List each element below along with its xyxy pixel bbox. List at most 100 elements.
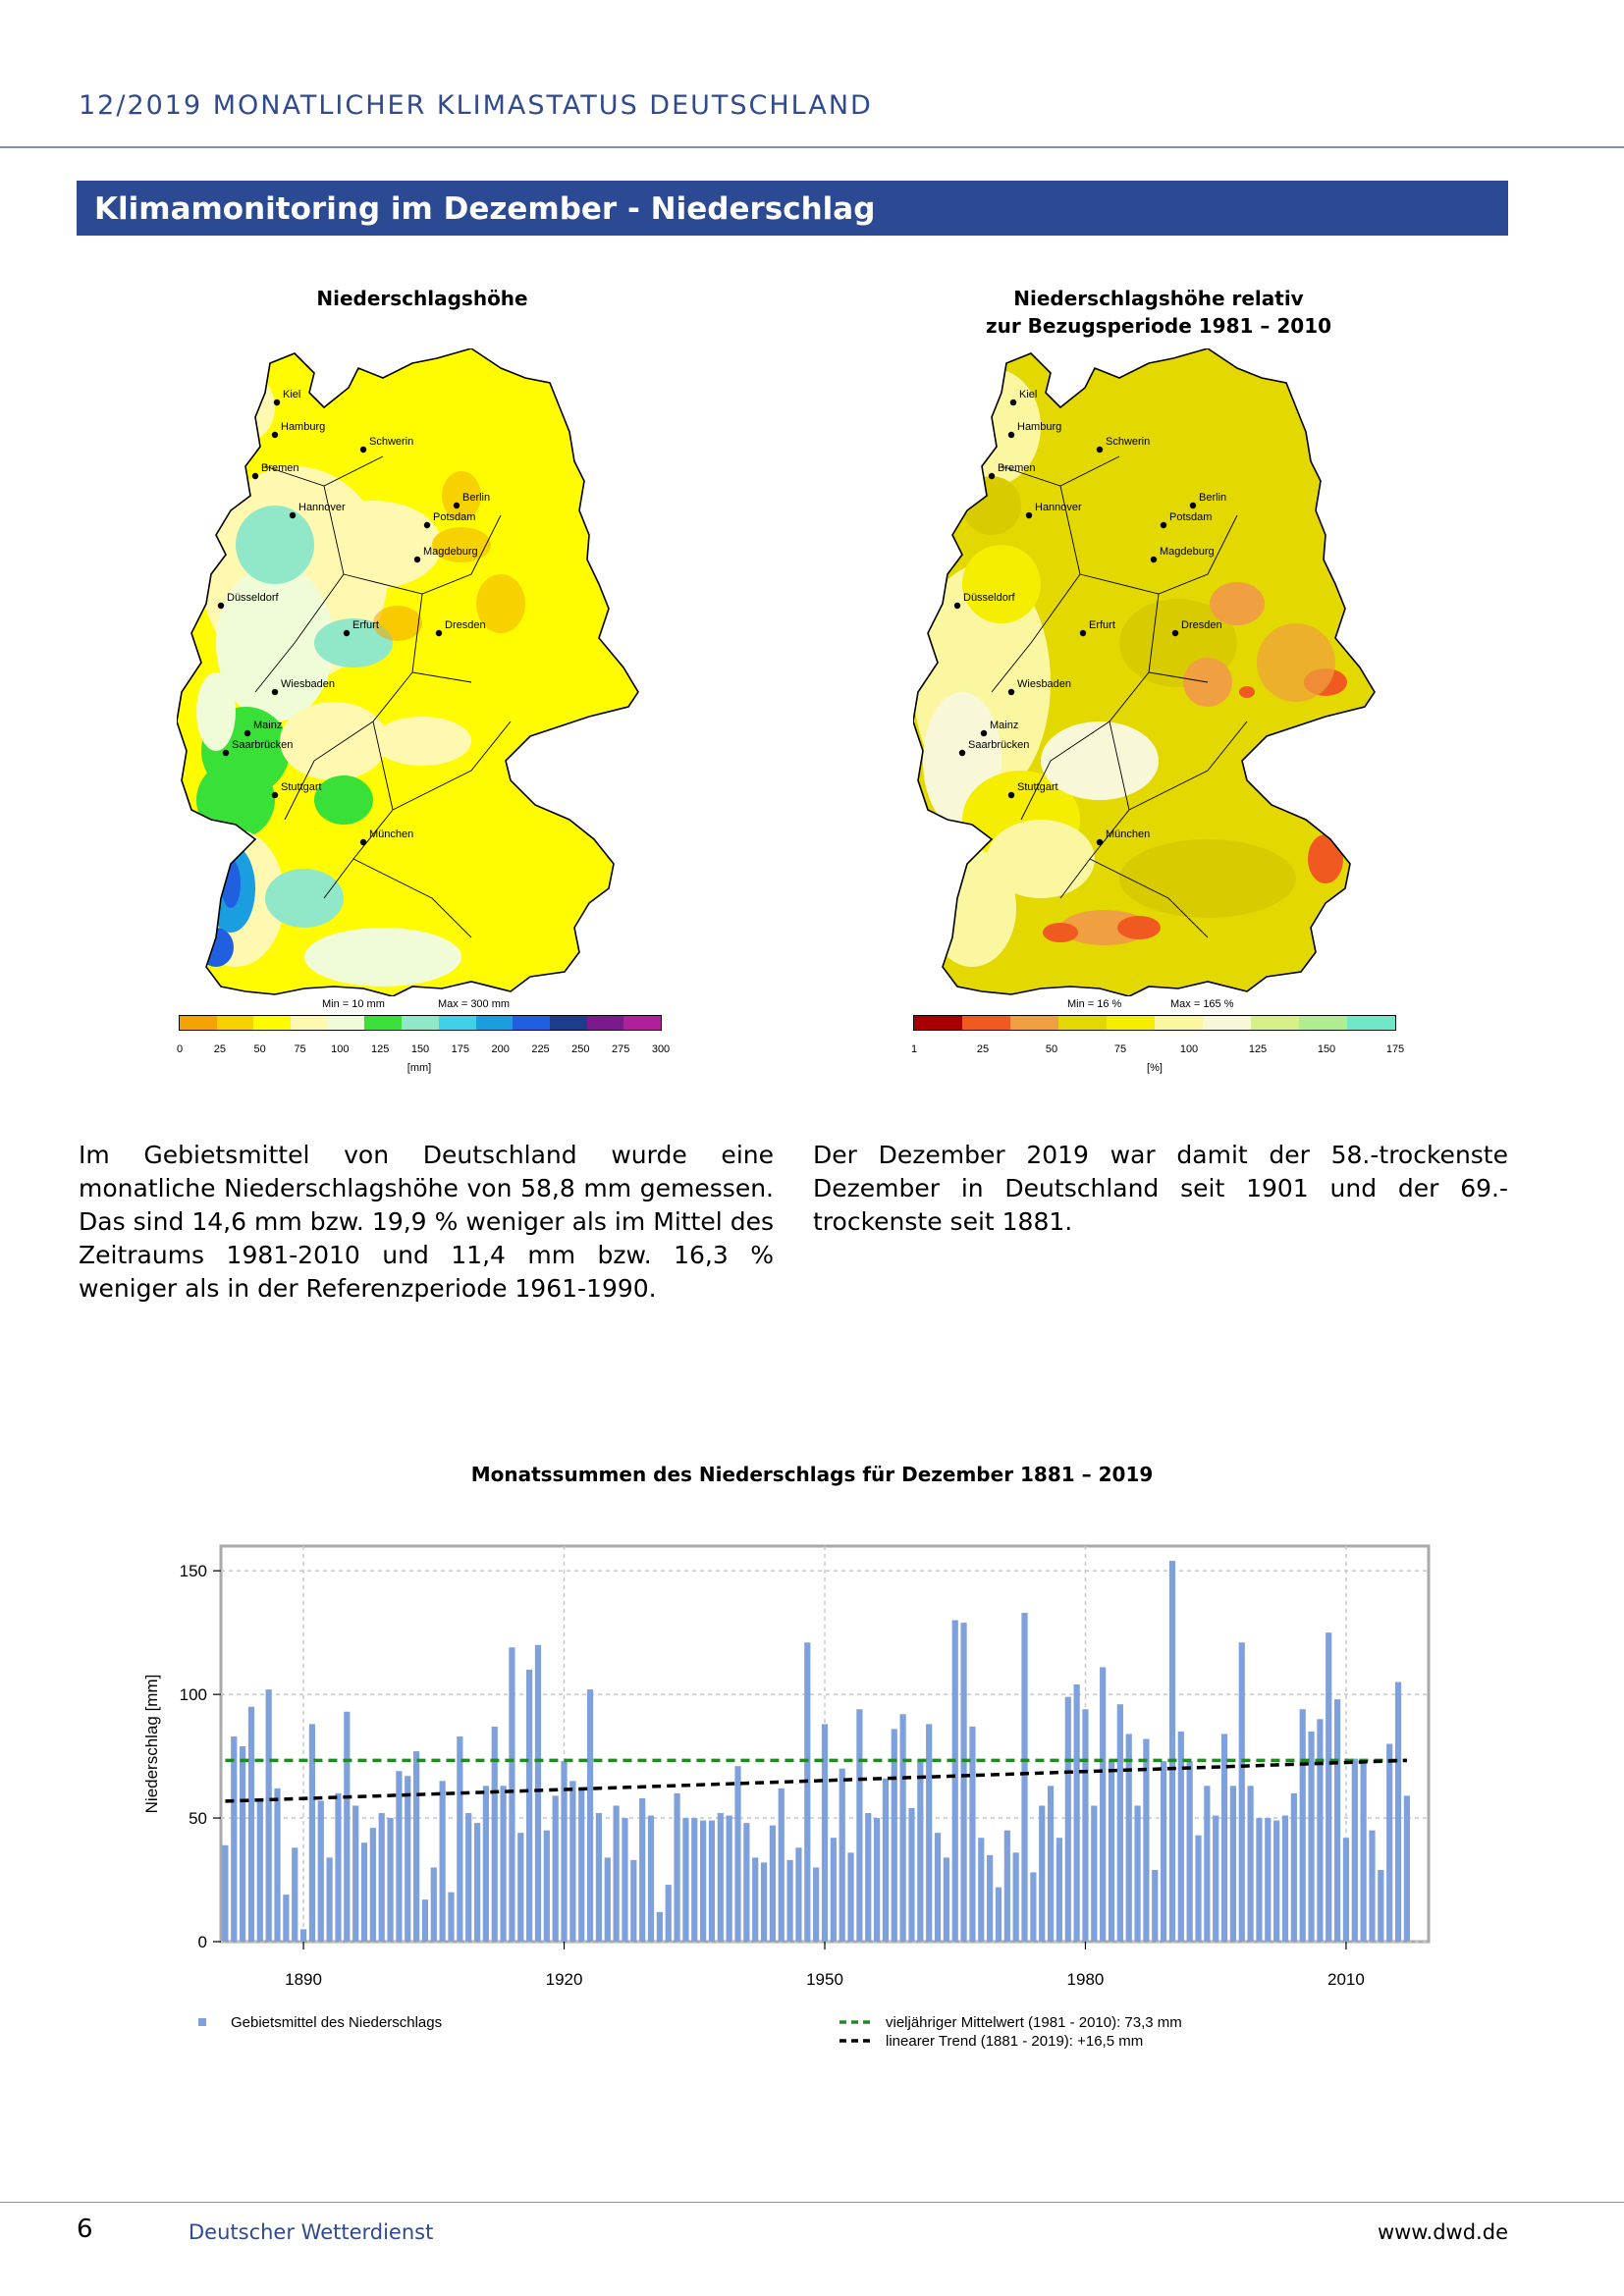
legend-tick-label: 25 [976,1043,990,1055]
city-label: Berlin [462,492,490,504]
bar [1039,1805,1046,1942]
bar [1161,1761,1167,1942]
city-dot [1025,511,1033,519]
bar [987,1854,994,1942]
bar [882,1778,890,1942]
legend-color-swatch [1251,1016,1299,1030]
bar [830,1838,837,1942]
bar [700,1820,707,1942]
bar [813,1867,820,1942]
precipitation-relative-map-right: Kiel Hamburg Schwerin Bremen Berlin Hannover P… [913,348,1376,996]
legend-label-trend: linearer Trend (1881 - 2019): +16,5 mm [886,2033,1143,2050]
legend-color-swatch [623,1016,661,1030]
map-title-right: Niederschlagshöhe relativ zur Bezugsperi… [913,285,1404,340]
bar [1386,1743,1393,1942]
bar [413,1751,420,1942]
bar [500,1786,507,1942]
city-marker: Kiel [273,389,300,406]
city-dot [359,446,367,454]
city-dot [988,472,996,480]
bar [656,1911,663,1942]
city-label: Bremen [998,462,1036,474]
bar [1195,1835,1202,1942]
bar [1369,1830,1376,1942]
legend-tick-label: 1 [910,1043,918,1055]
bar [1012,1852,1019,1942]
city-label: Wiesbaden [1017,678,1071,690]
city-marker: Schwerin [1096,436,1150,454]
city-dot [244,729,251,737]
city-label: München [1106,828,1150,840]
bar [804,1642,811,1942]
bar [344,1711,351,1942]
bar [839,1768,845,1942]
city-dot [217,602,225,610]
bar [1317,1719,1324,1942]
bar [317,1800,324,1942]
bar [665,1885,672,1942]
bar [1056,1838,1063,1942]
bar [1116,1704,1123,1942]
bar [760,1862,768,1942]
city-marker: München [359,828,413,846]
bar [222,1844,229,1942]
legend-tick-label: 200 [491,1043,510,1055]
bar [421,1899,429,1942]
bar [613,1805,620,1942]
bar [1021,1613,1028,1942]
bar [734,1766,741,1942]
city-dot [271,688,279,696]
x-tick-label: 1980 [1067,1970,1105,1989]
bar [1213,1815,1219,1942]
footer-divider [0,2202,1624,2203]
city-dot [222,749,230,757]
city-label: Saarbrücken [968,739,1029,751]
bar [969,1726,976,1942]
city-dot [1189,502,1197,509]
city-marker: Magdeburg [413,546,478,563]
legend-color-swatch [586,1016,624,1030]
bar [231,1735,238,1942]
bar [908,1807,915,1942]
bar [517,1833,524,1942]
footer-url[interactable]: www.dwd.de [1377,2220,1508,2244]
legend-color-swatch [549,1016,587,1030]
bar [1073,1684,1080,1942]
city-marker: München [1096,828,1150,846]
city-marker: Mainz [980,720,1018,737]
city-dot [980,729,988,737]
bar [1342,1838,1350,1942]
bar [1378,1869,1384,1942]
city-marker: Hannover [289,502,346,519]
legend-colorbar-left [179,1015,662,1031]
legend-color-swatch [1107,1016,1155,1030]
city-marker: Potsdam [423,511,475,529]
legend-label-bar: Gebietsmittel des Niederschlags [231,2014,442,2031]
bar [708,1820,716,1942]
legend-tick-label: 125 [370,1043,390,1055]
legend-tick-label: 0 [176,1043,184,1055]
document-header: 12/2019 MONATLICHER KLIMASTATUS DEUTSCHL… [79,90,873,121]
bar [995,1887,1002,1942]
bar [717,1813,724,1942]
city-label: Bremen [261,462,299,474]
city-marker: Wiesbaden [1007,678,1071,696]
city-label: Saarbrücken [232,739,293,751]
city-label: Dresden [445,619,486,631]
bar [473,1823,481,1942]
legend-color-swatch [1155,1016,1203,1030]
city-label: Düsseldorf [963,592,1016,604]
x-tick-label: 1950 [806,1970,843,1989]
bar [569,1781,576,1942]
city-dot [958,749,966,757]
bar [1204,1786,1211,1942]
bar [691,1818,698,1942]
section-title-bar: Klimamonitoring im Dezember - Niederschl… [77,181,1508,236]
bar [1047,1786,1055,1942]
city-marker: Saarbrücken [958,739,1029,757]
bar [1134,1805,1141,1942]
bar [534,1644,542,1942]
city-dot [1009,399,1017,406]
bar [1360,1761,1367,1942]
bar [595,1813,603,1942]
